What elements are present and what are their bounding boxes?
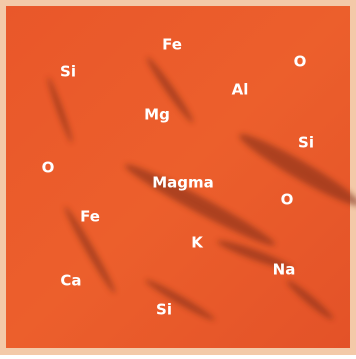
element-label: Si — [298, 134, 314, 152]
element-label: Ca — [60, 272, 81, 290]
element-label: O — [281, 191, 294, 209]
element-label: Mg — [144, 106, 170, 124]
element-label: Fe — [162, 36, 182, 54]
illustration: Fe O Si Al Mg Si O Magma O Fe K Na Ca Si — [0, 0, 356, 355]
element-label: Na — [273, 261, 296, 279]
element-label: O — [42, 159, 55, 177]
element-label: Si — [60, 63, 76, 81]
element-label: Si — [156, 301, 172, 319]
element-label: Al — [232, 81, 249, 99]
element-label: O — [294, 53, 307, 71]
element-label: Fe — [80, 208, 100, 226]
magma-label: Magma — [152, 174, 214, 192]
element-label: K — [191, 234, 204, 252]
